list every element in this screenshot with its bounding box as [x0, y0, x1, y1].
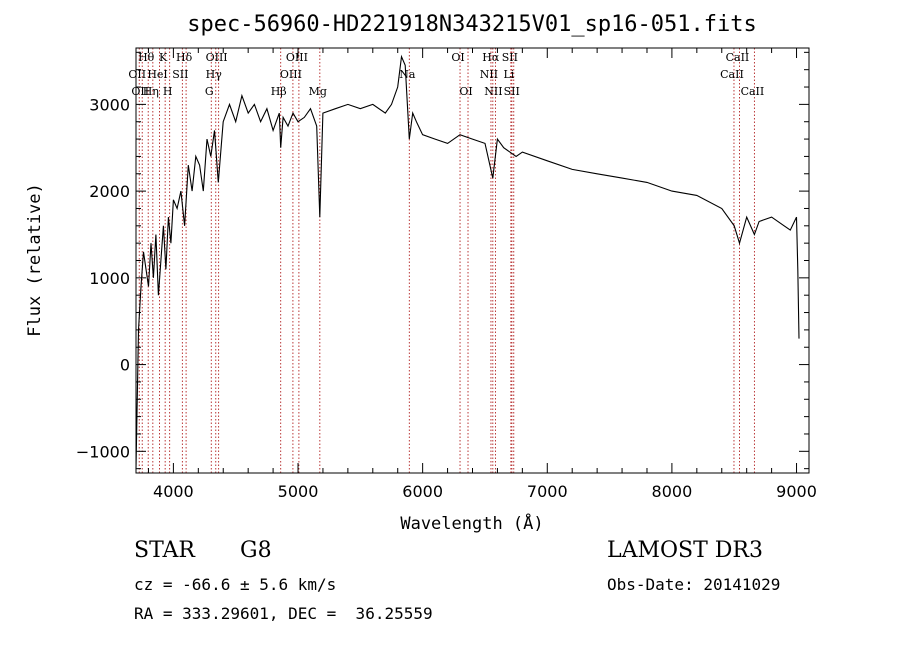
- y-tick-label: −1000: [76, 442, 130, 461]
- redshift-velocity: cz = -66.6 ± 5.6 km/s: [134, 575, 337, 594]
- survey-name: LAMOST DR3: [607, 538, 763, 563]
- x-tick-label: 7000: [527, 482, 568, 501]
- spectral-line-markers: [138, 48, 755, 473]
- spectral-line-label: NII: [480, 68, 498, 81]
- spectral-line-label: OIII: [286, 51, 308, 64]
- spectral-line-label: NII: [484, 85, 502, 98]
- spectral-line-label: Na: [399, 68, 416, 81]
- object-subclass: G8: [240, 538, 272, 563]
- y-axis-label: Flux (relative): [25, 183, 45, 337]
- spectral-line-label: K: [159, 51, 168, 64]
- observation-date: Obs-Date: 20141029: [607, 575, 781, 594]
- object-class: STAR: [134, 538, 195, 563]
- y-tick-label: 0: [120, 356, 130, 375]
- plot-frame: [135, 47, 810, 474]
- x-tick-label: 5000: [278, 482, 319, 501]
- x-tick-label: 9000: [776, 482, 817, 501]
- spectral-line-label: SII: [172, 68, 188, 81]
- spectral-line-label: OIII: [206, 51, 228, 64]
- spectral-line-label: H: [163, 85, 173, 98]
- coordinates: RA = 333.29601, DEC = 36.25559: [134, 604, 433, 623]
- spectral-line-label: CaII: [726, 51, 750, 64]
- spectral-line-label: SII: [504, 85, 520, 98]
- x-axis-label: Wavelength (Å): [400, 512, 543, 534]
- spectral-line-label: CaII: [720, 68, 744, 81]
- axis-tick-labels: 4000 5000 6000 7000 8000 9000 −1000 0 1000 2000 30…: [76, 95, 817, 501]
- spectral-line-label: G: [205, 85, 214, 98]
- spectral-line-label: OIII: [280, 68, 302, 81]
- y-tick-label: 3000: [89, 95, 130, 114]
- axis-ticks: [136, 48, 809, 473]
- spectral-line-label: OI: [459, 85, 472, 98]
- y-tick-label: 1000: [89, 269, 130, 288]
- spectral-line-label: Hγ: [206, 68, 223, 81]
- spectrum-line: [135, 54, 800, 469]
- spectral-line-label: Li: [503, 68, 514, 81]
- chart-title: spec-56960-HD221918N343215V01_sp16-051.f…: [187, 12, 757, 37]
- spectral-line-label: Hθ: [138, 51, 155, 64]
- spectral-line-label: Hδ: [176, 51, 193, 64]
- spectral-line-label: OI: [451, 51, 464, 64]
- spectral-line-label: CaII: [741, 85, 765, 98]
- spectral-line-label: SII: [502, 51, 518, 64]
- x-tick-label: 6000: [402, 482, 443, 501]
- spectral-line-label: Hη: [143, 85, 159, 98]
- spectral-line-label: OII: [128, 68, 146, 81]
- spectral-line-label: Hβ: [271, 85, 287, 98]
- x-tick-label: 8000: [652, 482, 693, 501]
- spectral-line-label: HeI: [147, 68, 167, 81]
- spectral-line-label: Hα: [482, 51, 500, 64]
- spectral-line-labels: OIIOIIHθHηHeIKHSIIHδGHγOIIIHβOIIIOIIIMgN…: [128, 51, 764, 98]
- y-tick-label: 2000: [89, 182, 130, 201]
- spectral-line-label: Mg: [309, 85, 327, 98]
- x-tick-label: 4000: [153, 482, 194, 501]
